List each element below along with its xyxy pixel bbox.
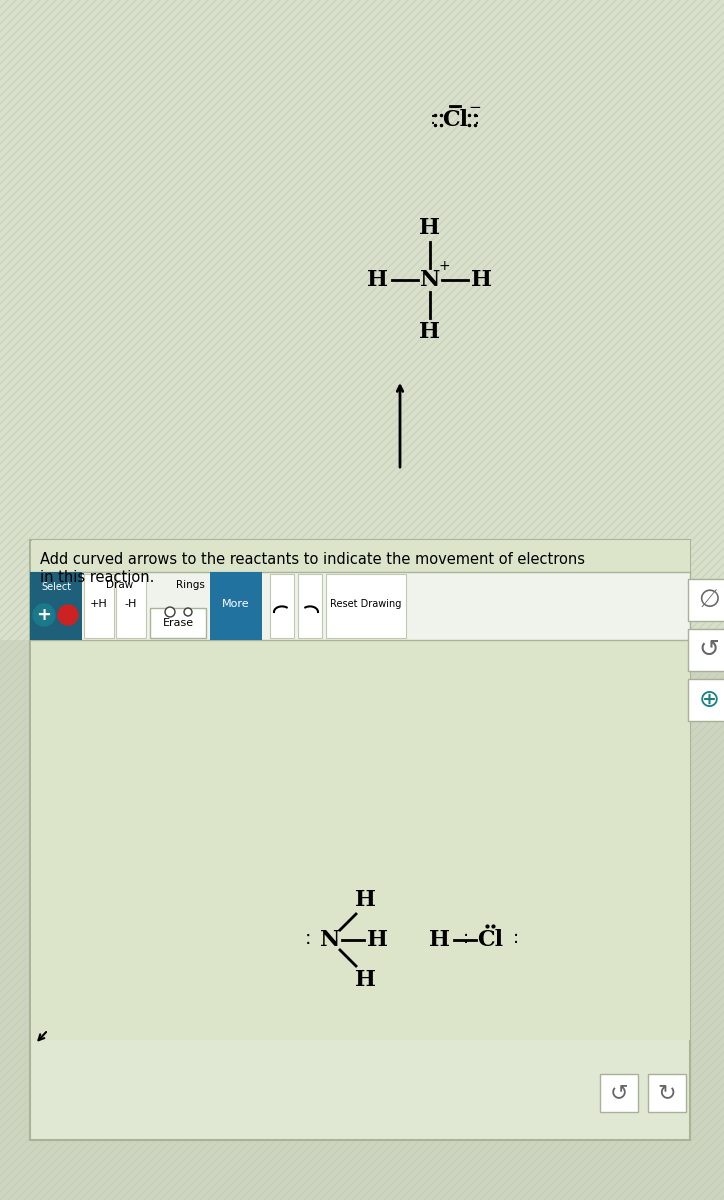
Bar [0, 0, 724, 640]
Circle shape [165, 607, 175, 617]
Bar [116, 574, 146, 638]
Text: :: : [463, 929, 469, 947]
Circle shape [167, 608, 174, 616]
Text: in this reaction.: in this reaction. [40, 570, 154, 584]
Bar [688, 578, 724, 622]
Text: :: : [513, 929, 519, 947]
Bar [688, 679, 724, 721]
Text: Draw: Draw [106, 580, 134, 590]
Text: ⊕: ⊕ [699, 688, 720, 712]
Bar [688, 629, 724, 671]
Bar [600, 1074, 638, 1112]
Bar [30, 572, 690, 640]
Text: H: H [471, 269, 492, 290]
Bar [32, 540, 690, 1040]
Text: +H: +H [90, 599, 108, 608]
Text: :: : [430, 110, 436, 128]
Text: H: H [355, 889, 376, 911]
Text: +: + [438, 259, 450, 272]
Text: H: H [355, 970, 376, 991]
Text: :: : [474, 110, 480, 128]
Text: H: H [368, 269, 389, 290]
Text: Rings: Rings [175, 580, 204, 590]
Circle shape [184, 608, 192, 616]
Circle shape [185, 610, 190, 614]
Text: Add curved arrows to the reactants to indicate the movement of electrons: Add curved arrows to the reactants to in… [40, 552, 585, 566]
Text: Erase: Erase [162, 618, 193, 628]
Text: Cl: Cl [442, 109, 468, 131]
Text: Reset Drawing: Reset Drawing [330, 599, 402, 608]
Text: H: H [429, 929, 450, 950]
Bar [84, 574, 114, 638]
Text: ↺: ↺ [699, 638, 720, 662]
Text: H: H [368, 929, 389, 950]
Circle shape [58, 605, 78, 625]
Text: Select: Select [41, 582, 71, 592]
Bar [150, 608, 206, 638]
Bar [326, 574, 406, 638]
Text: -H: -H [125, 599, 137, 608]
Bar [270, 574, 294, 638]
Text: +: + [36, 606, 51, 624]
Text: Cl: Cl [477, 929, 503, 950]
Bar [648, 1074, 686, 1112]
Circle shape [33, 604, 55, 626]
Text: N: N [420, 269, 440, 290]
Text: −: − [468, 101, 481, 115]
Bar [30, 540, 690, 1140]
Bar [298, 574, 322, 638]
Bar [30, 572, 82, 640]
Text: H: H [419, 320, 440, 343]
Text: ∅: ∅ [698, 588, 720, 612]
Text: H: H [419, 217, 440, 239]
Text: :: : [305, 929, 311, 948]
Text: More: More [222, 599, 250, 608]
Bar [210, 572, 262, 640]
Text: N: N [320, 929, 340, 950]
Text: ↻: ↻ [657, 1082, 676, 1103]
Text: ↺: ↺ [610, 1082, 628, 1103]
